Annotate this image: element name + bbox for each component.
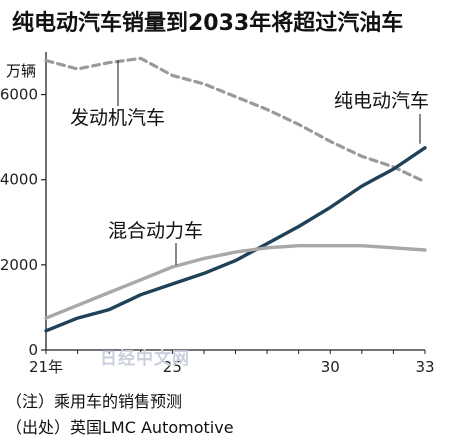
chart-title: 纯电动汽车销量到2033年将超过汽油车 xyxy=(12,10,403,36)
y-tick-label-3: 6000 xyxy=(0,86,38,104)
note-line-1: （注）乘用车的销售预测 xyxy=(6,392,182,411)
series-line-2 xyxy=(44,243,427,320)
x-tick-label-3: 33 xyxy=(415,358,434,376)
note-line-2: （出处）英国LMC Automotive xyxy=(6,418,234,437)
y-tick-label-1: 2000 xyxy=(0,256,38,274)
x-tick-label-0: 21年 xyxy=(29,358,63,376)
x-tick-label-1: 25 xyxy=(163,358,182,376)
y-axis-unit: 万辆 xyxy=(6,62,36,80)
series-label-1: 纯电动汽车 xyxy=(334,90,429,112)
x-tick-label-2: 30 xyxy=(321,358,340,376)
series-line-0 xyxy=(44,56,427,184)
y-tick-label-2: 4000 xyxy=(0,171,38,189)
series-label-0: 发动机汽车 xyxy=(70,107,165,129)
y-tick-label-0: 0 xyxy=(28,341,38,359)
watermark: 日经中文网 xyxy=(100,348,190,369)
series-line-1 xyxy=(44,146,427,333)
series-label-2: 混合动力车 xyxy=(108,220,203,242)
